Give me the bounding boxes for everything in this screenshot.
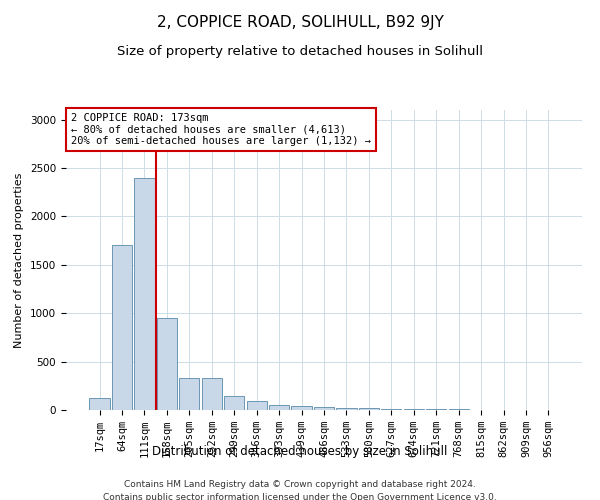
- Bar: [224, 396, 244, 410]
- Text: Contains public sector information licensed under the Open Government Licence v3: Contains public sector information licen…: [103, 492, 497, 500]
- Bar: [179, 378, 199, 410]
- Text: 2, COPPICE ROAD, SOLIHULL, B92 9JY: 2, COPPICE ROAD, SOLIHULL, B92 9JY: [157, 15, 443, 30]
- Bar: [134, 178, 155, 410]
- Text: 2 COPPICE ROAD: 173sqm
← 80% of detached houses are smaller (4,613)
20% of semi-: 2 COPPICE ROAD: 173sqm ← 80% of detached…: [71, 113, 371, 146]
- Bar: [89, 398, 110, 410]
- Bar: [247, 402, 267, 410]
- Bar: [381, 408, 401, 410]
- Y-axis label: Number of detached properties: Number of detached properties: [14, 172, 25, 348]
- Bar: [269, 404, 289, 410]
- Bar: [202, 378, 222, 410]
- Text: Contains HM Land Registry data © Crown copyright and database right 2024.: Contains HM Land Registry data © Crown c…: [124, 480, 476, 489]
- Bar: [359, 408, 379, 410]
- Bar: [404, 409, 424, 410]
- Bar: [112, 246, 132, 410]
- Text: Size of property relative to detached houses in Solihull: Size of property relative to detached ho…: [117, 45, 483, 58]
- Bar: [314, 407, 334, 410]
- Bar: [292, 406, 311, 410]
- Bar: [337, 408, 356, 410]
- Bar: [426, 409, 446, 410]
- Text: Distribution of detached houses by size in Solihull: Distribution of detached houses by size …: [152, 445, 448, 458]
- Bar: [157, 318, 177, 410]
